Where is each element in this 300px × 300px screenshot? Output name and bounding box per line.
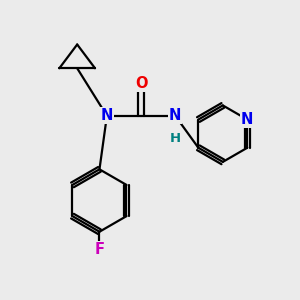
- Text: N: N: [241, 112, 254, 127]
- Text: H: H: [170, 132, 181, 145]
- Text: O: O: [135, 76, 147, 91]
- Text: F: F: [94, 242, 104, 257]
- Text: N: N: [101, 108, 113, 123]
- Text: N: N: [169, 108, 182, 123]
